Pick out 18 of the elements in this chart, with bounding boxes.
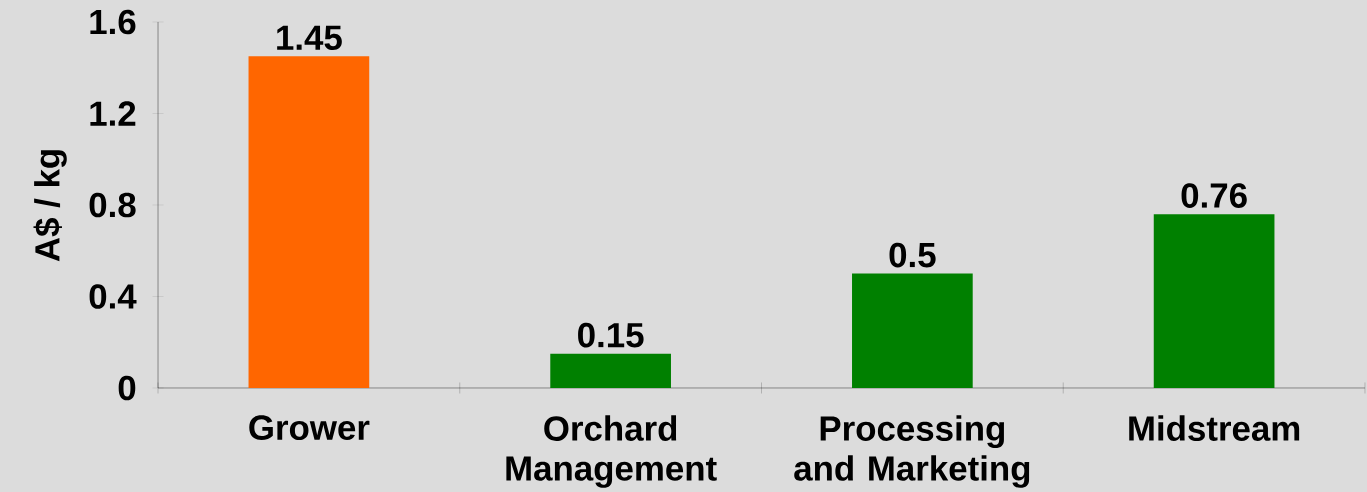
bar	[1153, 214, 1275, 388]
bar	[550, 353, 671, 388]
y-axis-title: A$ / kg	[33, 150, 67, 262]
data-label: 1.45	[277, 25, 342, 51]
y-tick-label: 0.4	[89, 284, 137, 309]
y-tick-label: 0	[118, 375, 136, 401]
data-label: 0.76	[1181, 183, 1247, 208]
y-tick-label: 1.2	[90, 101, 136, 126]
y-tick-label: 0.8	[89, 192, 136, 218]
data-label: 0.5	[889, 242, 936, 268]
x-tick-label: Midstream	[1129, 415, 1300, 441]
y-tick-label: 1.6	[90, 9, 136, 35]
data-label: 0.15	[578, 322, 644, 348]
x-tick-label: Orchard Management	[506, 415, 717, 488]
x-tick-label: Processing and Marketing	[794, 415, 1030, 488]
bar	[852, 273, 973, 388]
x-tick-label: Grower	[249, 415, 370, 440]
bar	[248, 56, 370, 388]
